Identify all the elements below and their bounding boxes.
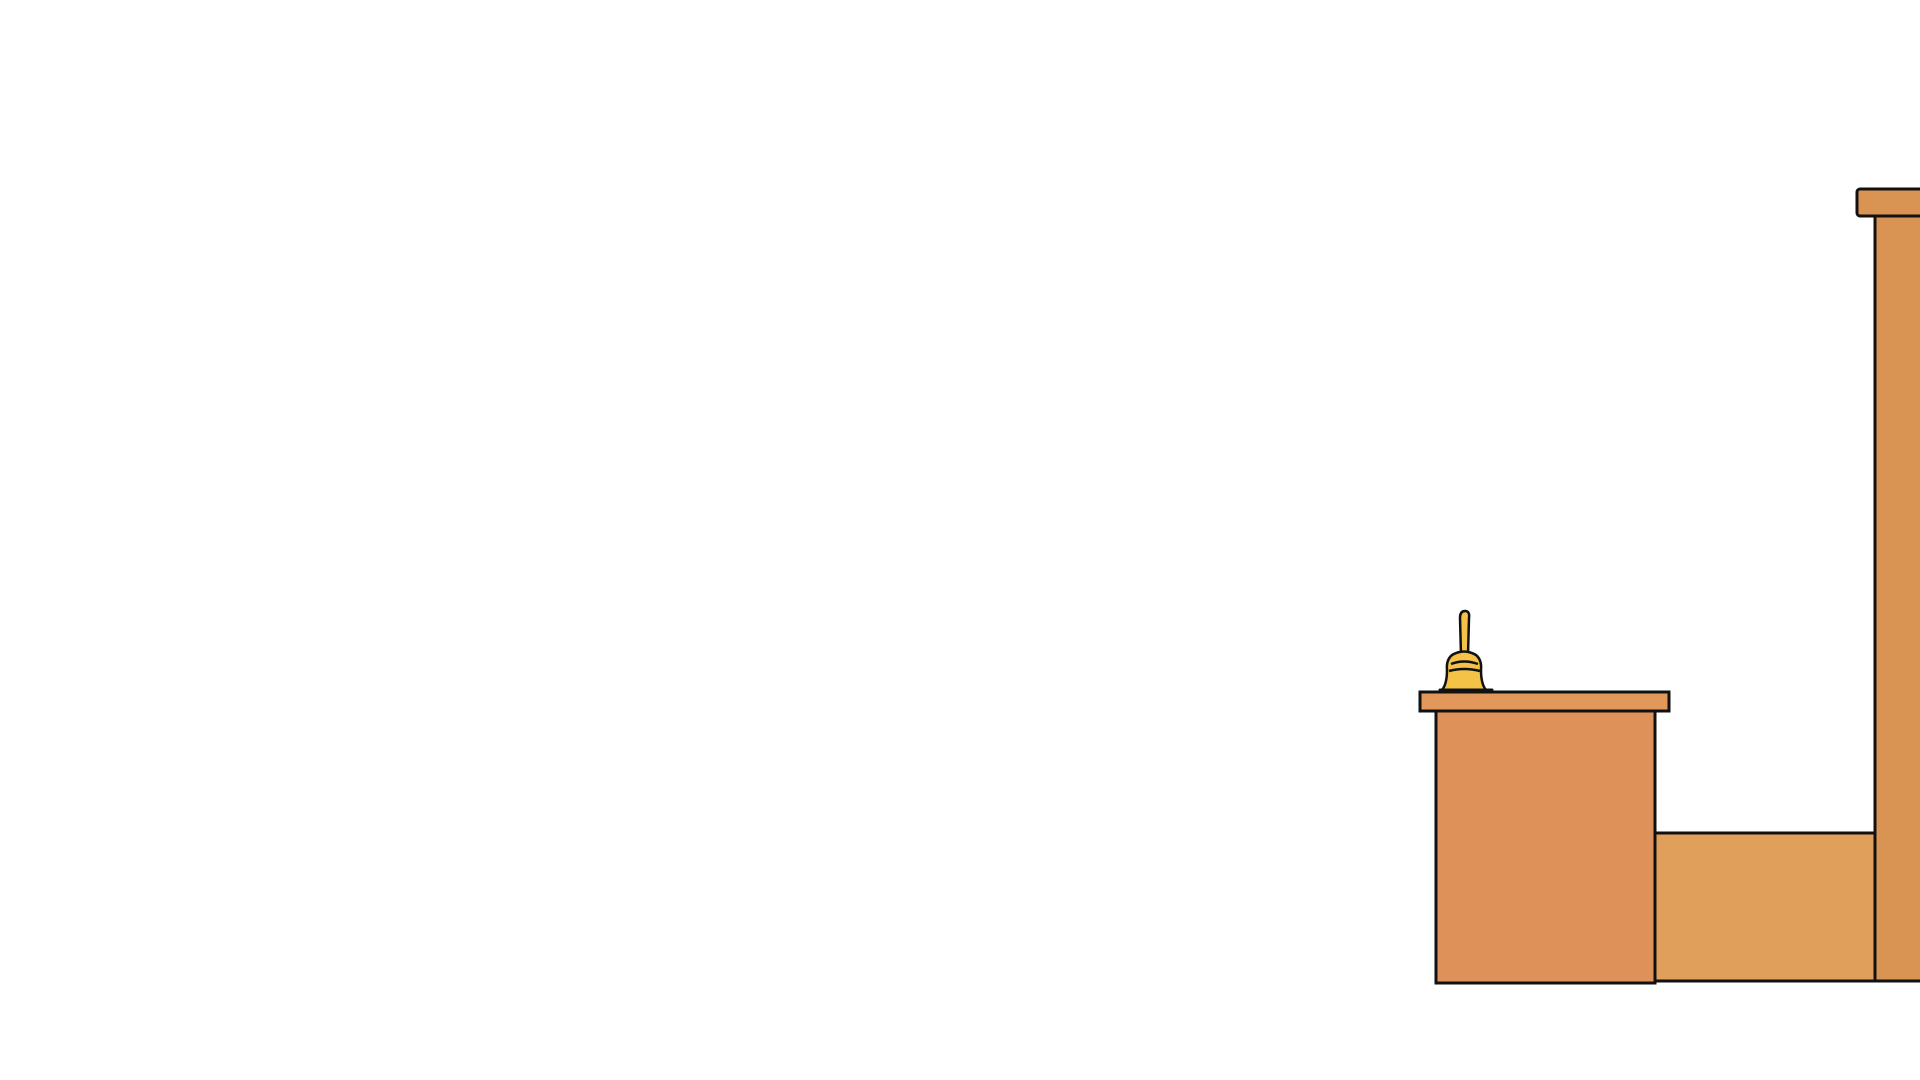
tall-counter-body bbox=[1873, 211, 1920, 983]
service-bell-icon[interactable] bbox=[1438, 609, 1494, 692]
desk-top bbox=[1418, 690, 1671, 713]
tall-counter-top bbox=[1855, 187, 1920, 218]
low-counter bbox=[1651, 831, 1877, 983]
reception-desk bbox=[1434, 708, 1657, 985]
